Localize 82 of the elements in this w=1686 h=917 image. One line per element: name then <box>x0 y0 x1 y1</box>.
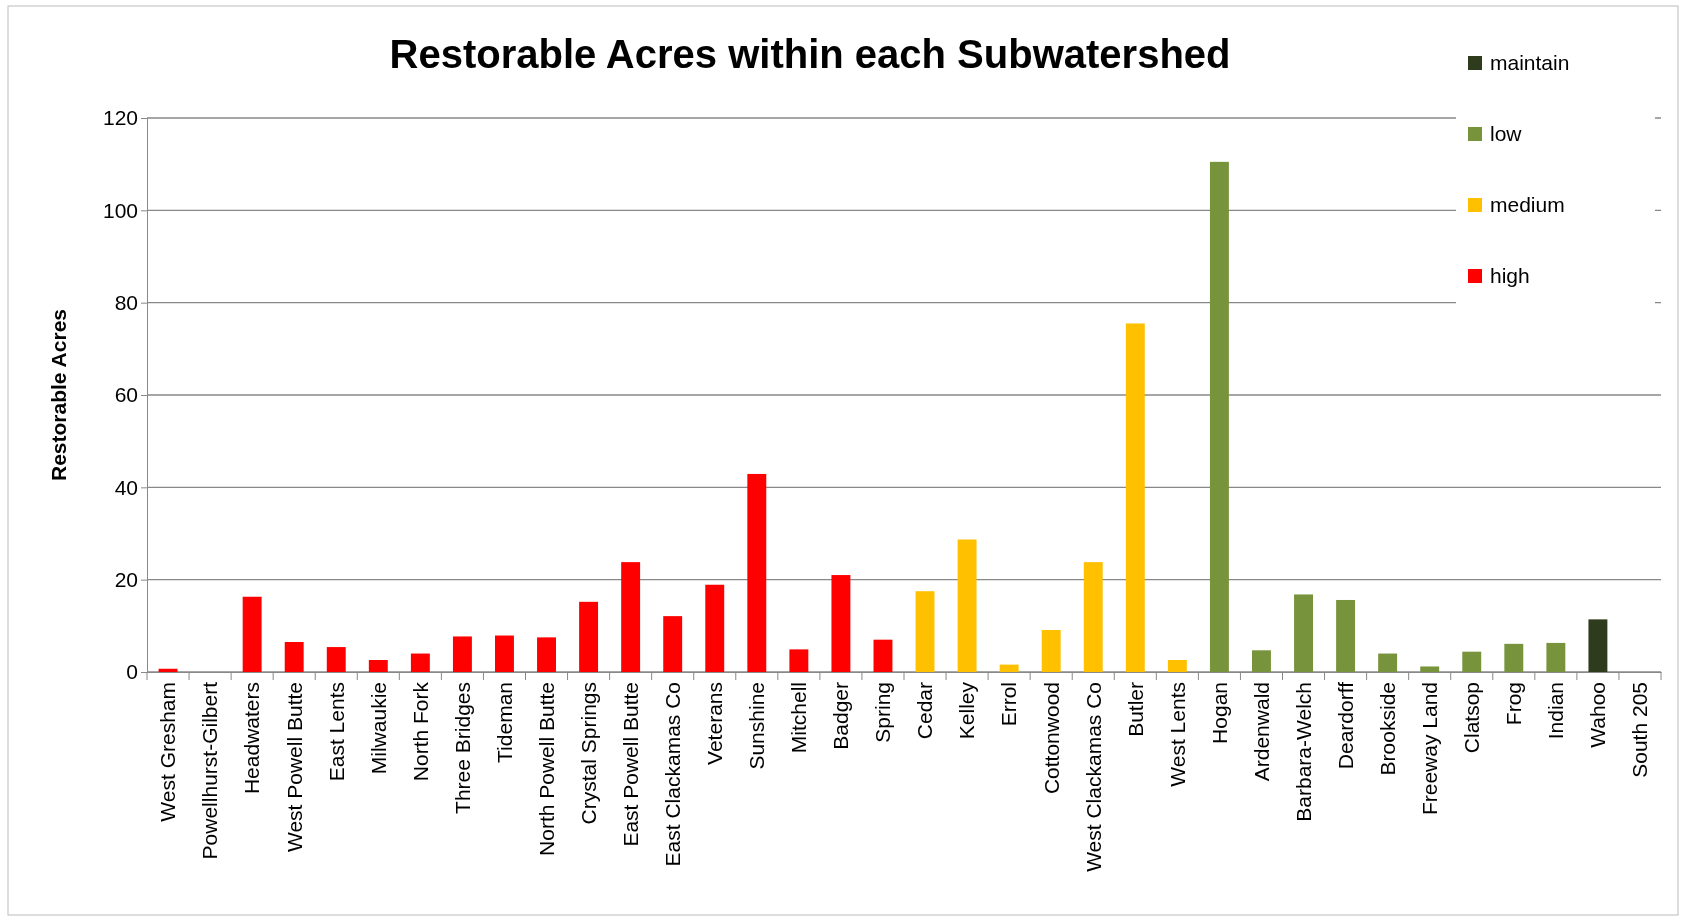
x-tick-label: East Clackamas Co <box>661 682 685 867</box>
bar <box>579 601 599 672</box>
y-tick-label: 80 <box>114 290 138 314</box>
x-tick-label: Headwaters <box>240 682 264 795</box>
x-tick-label: Mitchell <box>787 682 811 754</box>
x-tick-label: Cottonwood <box>1039 682 1063 795</box>
legend-label: low <box>1490 122 1523 145</box>
bar <box>831 575 851 672</box>
y-tick-label: 60 <box>114 383 138 407</box>
y-tick-label: 40 <box>114 475 138 499</box>
x-tick-label: Three Bridges <box>450 682 474 814</box>
x-tick-label: Spring <box>871 682 895 743</box>
x-tick-label: North Powell Butte <box>534 682 558 856</box>
chart-title: Restorable Acres within each Subwatershed <box>389 32 1231 76</box>
x-tick-label: East Lents <box>324 682 348 782</box>
bar <box>537 637 556 672</box>
y-tick-label: 20 <box>114 567 138 591</box>
x-tick-label: Errol <box>997 682 1021 727</box>
bar <box>1209 161 1229 672</box>
x-tick-label: South 205 <box>1628 682 1652 778</box>
bar <box>915 591 935 672</box>
x-tick-label: Veterans <box>703 682 727 765</box>
bar <box>1420 666 1440 672</box>
y-axis-title: Restorable Acres <box>47 309 70 481</box>
legend-label: high <box>1490 264 1530 287</box>
legend-label: maintain <box>1490 51 1570 74</box>
x-tick-label: Badger <box>829 682 853 750</box>
x-tick-label: West Lents <box>1165 682 1189 787</box>
bar <box>1588 619 1608 672</box>
x-tick-label: Frog <box>1502 682 1526 726</box>
bar <box>1546 642 1566 672</box>
bar <box>495 635 514 672</box>
bar <box>1294 594 1313 672</box>
x-tick-label: Indian <box>1544 682 1568 740</box>
bar <box>1167 660 1187 672</box>
bar <box>621 562 641 672</box>
y-tick-label: 0 <box>126 660 138 684</box>
x-tick-label: Crystal Springs <box>576 682 600 825</box>
bar <box>368 660 388 672</box>
bar <box>1041 629 1061 672</box>
x-tick-label: West Clackamas Co <box>1081 682 1105 872</box>
x-tick-label: West Gresham <box>156 682 180 822</box>
bar <box>705 584 725 672</box>
bar <box>410 653 430 672</box>
x-tick-label: East Powell Butte <box>618 682 642 847</box>
x-tick-label: Cedar <box>913 682 937 740</box>
x-tick-label: Sunshine <box>745 682 769 770</box>
x-tick-label: Freeway Land <box>1418 682 1442 816</box>
bar <box>663 616 683 672</box>
bar <box>873 639 893 672</box>
bar <box>1083 562 1103 672</box>
x-tick-label: Milwaukie <box>366 682 390 775</box>
x-tick-label: Ardenwald <box>1249 682 1273 782</box>
x-tick-label: Kelley <box>955 681 979 740</box>
x-tick-label: Hogan <box>1207 682 1231 744</box>
x-tick-label: Tideman <box>492 682 516 763</box>
x-tick-label: West Powell Butte <box>282 682 306 853</box>
bar <box>1462 651 1482 672</box>
y-tick-label: 100 <box>102 198 138 222</box>
bar <box>284 641 304 672</box>
bar <box>326 647 346 672</box>
bar <box>999 664 1019 672</box>
x-tick-label: Deardorff <box>1333 681 1357 770</box>
x-tick-label: Powellhurst-Gilbert <box>198 681 222 860</box>
x-tick-label: Brookside <box>1375 682 1399 776</box>
x-tick-label: Clatsop <box>1460 682 1484 754</box>
x-tick-label: Barbara-Welch <box>1291 682 1315 822</box>
bar <box>1336 599 1356 672</box>
bar <box>747 473 767 672</box>
x-tick-label: Wahoo <box>1586 682 1610 748</box>
bar <box>1252 650 1271 672</box>
bar <box>242 596 262 672</box>
x-tick-label: North Fork <box>408 681 432 782</box>
bar <box>957 539 977 672</box>
bar <box>1125 323 1145 672</box>
bar <box>1378 653 1398 672</box>
x-tick-label: Butler <box>1123 681 1147 737</box>
bar <box>789 649 809 672</box>
y-tick-label: 120 <box>102 106 138 130</box>
legend-label: medium <box>1490 193 1565 216</box>
bar <box>1504 643 1524 672</box>
bar <box>452 636 472 672</box>
